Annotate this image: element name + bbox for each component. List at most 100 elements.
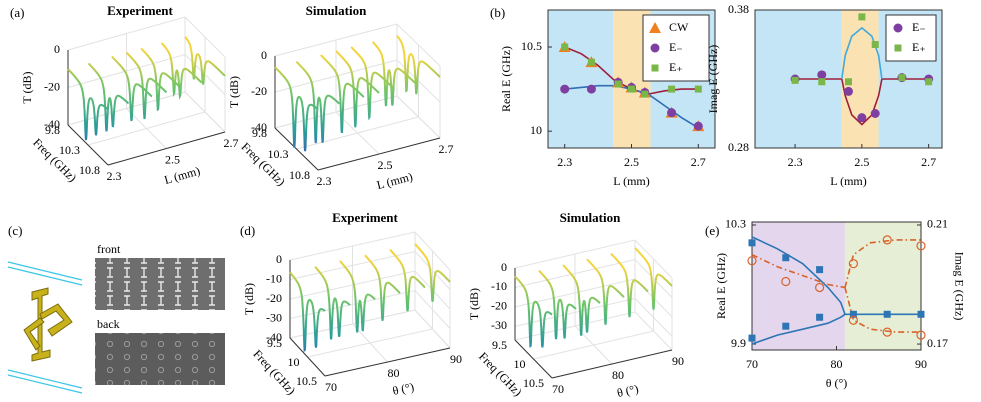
trace xyxy=(634,247,673,310)
structure-drawing xyxy=(7,261,83,394)
axis-line xyxy=(317,137,441,171)
region xyxy=(844,222,921,350)
x-axis-label: L (mm) xyxy=(613,174,650,188)
y-tick-label: 9.8 xyxy=(252,126,267,140)
marker-square xyxy=(925,78,933,86)
marker-square xyxy=(917,310,925,318)
marker-triangle xyxy=(649,22,661,33)
z-tick-label: 0 xyxy=(54,42,60,56)
axis-line xyxy=(324,347,451,377)
marker-square xyxy=(694,85,702,93)
fit-curve xyxy=(795,78,929,126)
legend-label: E₊ xyxy=(912,40,926,54)
x-tick-label: 2.7 xyxy=(691,155,706,169)
marker-square xyxy=(845,78,852,86)
z-tick-label: -20 xyxy=(251,84,267,98)
trace xyxy=(289,271,326,352)
x-tick-label: 2.5 xyxy=(165,152,180,166)
x-tick-label: 2.5 xyxy=(854,155,869,169)
y-tick-label: 10 xyxy=(514,357,526,371)
marker-circle xyxy=(747,256,757,266)
x-tick-label: 2.3 xyxy=(557,155,572,169)
photo-back xyxy=(95,333,225,385)
fit-curve xyxy=(841,26,883,80)
x-tick-label: 2.3 xyxy=(107,169,122,183)
rail xyxy=(7,369,83,394)
marker-square xyxy=(818,78,826,86)
legend-label: E₋ xyxy=(669,40,683,54)
y-tick-label: 10.3 xyxy=(59,143,80,157)
x-axis-label: θ (°) xyxy=(391,380,415,397)
trace xyxy=(396,35,441,95)
resonator xyxy=(23,317,45,351)
trace xyxy=(67,68,109,141)
marker-square xyxy=(748,239,756,247)
y-tick-label: 10.3 xyxy=(268,147,289,161)
legend-label: CW xyxy=(669,20,689,34)
marker-circle xyxy=(814,282,825,293)
y-tick-label: 10 xyxy=(288,355,300,369)
marker-square xyxy=(816,313,824,321)
trace xyxy=(339,260,376,333)
x-tick-label: 2.5 xyxy=(378,158,393,172)
plot-title: Experiment xyxy=(332,210,398,225)
marker-circle xyxy=(817,70,827,80)
marker-square xyxy=(668,85,676,93)
grid-line xyxy=(274,23,441,67)
photo-label: back xyxy=(97,317,120,331)
y-tick-label: 10 xyxy=(530,123,542,137)
x-tick-label: 2.5 xyxy=(624,155,639,169)
marker-square xyxy=(816,266,824,274)
z-tick-label: -20 xyxy=(491,299,507,313)
y-tick-label: 10.5 xyxy=(523,376,544,390)
plot-title: Experiment xyxy=(107,3,173,18)
trace xyxy=(389,248,426,312)
trace xyxy=(538,269,577,340)
y-tick-label: 0.38 xyxy=(728,2,749,16)
photo-front xyxy=(95,258,225,310)
axis-line xyxy=(514,339,553,379)
marker-square xyxy=(871,41,879,48)
fit-curve xyxy=(751,239,921,333)
grid-line xyxy=(87,37,206,146)
marker-circle xyxy=(781,276,791,287)
legend-box xyxy=(885,14,937,62)
trace xyxy=(87,62,130,132)
axis-line xyxy=(289,337,326,377)
trace xyxy=(514,275,553,348)
marker-circle xyxy=(916,330,926,340)
x-tick-label: 2.3 xyxy=(788,155,803,169)
x-tick-label: 90 xyxy=(672,354,684,368)
x-tick-label: 80 xyxy=(612,368,624,382)
y-tick-label: 10.3 xyxy=(725,217,746,231)
plot-title: Simulation xyxy=(560,210,621,225)
y-tick-label: 10.5 xyxy=(521,39,542,53)
marker-square xyxy=(858,13,866,21)
grid-line xyxy=(289,270,451,310)
z-tick-label: -10 xyxy=(491,279,507,293)
grid-line xyxy=(67,16,226,58)
x-tick-label: 90 xyxy=(915,357,927,371)
marker-circle xyxy=(667,108,677,118)
marker-circle xyxy=(848,259,859,269)
marker-circle xyxy=(882,327,892,337)
y2-axis-label: Imag E (GHz) xyxy=(952,252,966,321)
y-tick-label: 9.9 xyxy=(731,336,746,350)
axis-line xyxy=(107,131,226,166)
z-tick-label: 0 xyxy=(276,252,282,266)
y-tick-label: 10.8 xyxy=(289,168,310,182)
marker-circle xyxy=(882,235,892,245)
x-tick-label: 80 xyxy=(831,357,843,371)
marker-square xyxy=(883,310,891,318)
x-tick-label: 2.7 xyxy=(439,142,454,156)
marker-square xyxy=(748,334,756,342)
marker-circle xyxy=(870,109,880,118)
z-tick-label: -20 xyxy=(266,291,282,305)
fit-curve xyxy=(751,236,921,345)
marker-square xyxy=(898,74,906,82)
x-tick-label: 80 xyxy=(388,366,400,380)
y-tick-label: 9.8 xyxy=(45,123,60,137)
x-tick-label: 2.3 xyxy=(317,174,332,188)
panel-label: (c) xyxy=(8,223,22,238)
